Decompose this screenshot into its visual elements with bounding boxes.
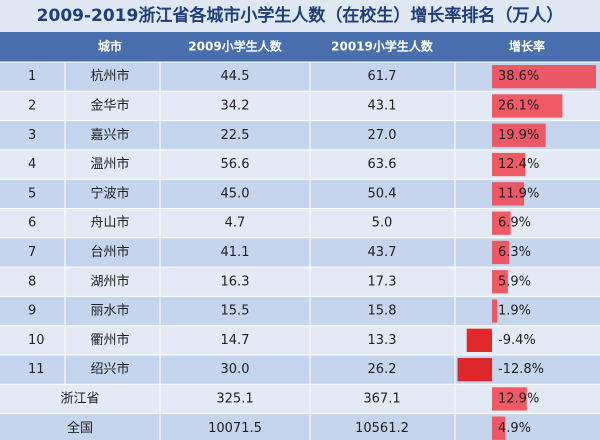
growth-bar [492,152,526,177]
count-2009: 325.1 [216,391,253,406]
city: 温州市 [90,156,129,172]
growth-bar [492,123,546,147]
region-name: 浙江省 [60,391,99,406]
rank: 7 [28,245,36,260]
city: 绍兴市 [90,361,129,377]
growth-bar [492,240,509,265]
rank: 1 [28,69,36,84]
count-2019: 63.6 [368,157,397,172]
count-2009: 56.6 [221,157,250,172]
count-2009: 30.0 [221,362,250,377]
count-2019: 17.3 [368,274,397,289]
count-2019: 10561.2 [355,421,409,436]
rank: 11 [28,362,45,377]
growth-bar [492,416,506,440]
growth-bar [457,358,492,382]
growth-label: 11.9% [498,186,539,201]
city: 宁波市 [90,185,129,201]
growth-label: 5.9% [498,274,531,289]
count-2009: 34.2 [221,98,250,113]
growth-bar [492,94,563,118]
growth-label: 19.9% [498,128,539,143]
title-bar [0,0,600,32]
growth-label: 4.9% [498,421,531,436]
growth-label: 12.9% [498,391,539,406]
count-2019: 13.3 [368,333,397,348]
growth-label: -9.4% [498,333,536,348]
growth-label: 6.3% [498,245,531,260]
header-cell: 城市 [98,39,122,54]
rank: 4 [28,157,36,172]
growth-label: 6.9% [498,216,531,231]
growth-bar [492,270,508,294]
count-2009: 41.1 [221,245,250,260]
rank: 9 [28,304,36,319]
count-2019: 26.2 [368,362,397,377]
rank: 3 [28,128,36,143]
count-2009: 45.0 [221,186,250,201]
city: 湖州市 [90,273,129,289]
rank: 5 [28,186,36,201]
row-bg [0,325,600,355]
row-bg [0,355,600,385]
growth-label: 38.6% [498,69,539,84]
header-cell: 2009小学生人数 [188,39,282,54]
count-2019: 367.1 [363,391,400,406]
header-row [0,32,600,62]
growth-label: -12.8% [498,362,544,377]
count-2009: 4.7 [225,216,246,231]
city: 衢州市 [90,332,129,348]
count-2009: 10071.5 [208,421,262,436]
header-cell: 增长率 [509,39,545,54]
count-2019: 61.7 [368,69,397,84]
growth-bar [492,387,527,411]
row-bg [0,296,600,326]
count-2009: 44.5 [221,69,250,84]
count-2019: 15.8 [368,304,397,319]
count-2019: 5.0 [372,216,393,231]
count-2009: 16.3 [221,274,250,289]
count-2009: 22.5 [221,128,250,143]
city: 金华市 [90,97,129,113]
count-2019: 50.4 [368,186,397,201]
title: 2009-2019浙江省各城市小学生人数（在校生）增长率排名（万人） [37,5,564,26]
city: 台州市 [90,244,129,260]
count-2019: 43.1 [368,98,397,113]
count-2019: 27.0 [368,128,397,143]
rank: 2 [28,98,36,113]
city: 丽水市 [90,303,129,319]
count-2009: 14.7 [221,333,250,348]
city: 嘉兴市 [90,127,129,143]
city: 舟山市 [90,215,129,231]
rank: 8 [28,274,36,289]
growth-bar [492,65,596,89]
growth-bar [492,299,498,323]
rank: 6 [28,216,36,231]
count-2009: 15.5 [221,304,250,319]
growth-bar [466,328,492,352]
region-name: 全国 [67,420,93,436]
growth-label: 26.1% [498,98,539,113]
city: 杭州市 [90,68,129,84]
count-2019: 43.7 [368,245,397,260]
growth-bar [492,182,525,206]
growth-bar [492,211,511,235]
rank: 10 [28,333,45,348]
growth-label: 1.9% [498,304,531,319]
growth-label: 12.4% [498,157,539,172]
header-cell: 20019小学生人数 [331,39,434,54]
